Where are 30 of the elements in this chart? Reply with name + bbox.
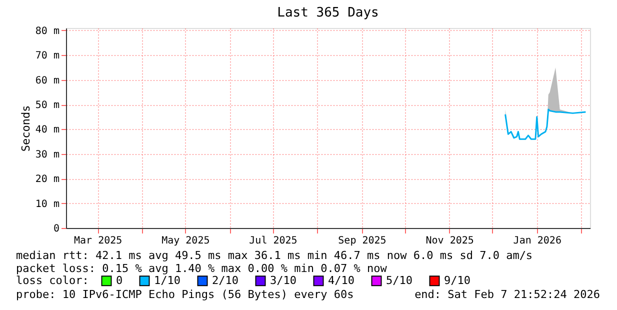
legend-label: 0 (116, 274, 123, 287)
y-tick-label: 50 m (35, 100, 60, 112)
legend-title: loss color: (16, 274, 89, 287)
y-tick-label: 40 m (35, 124, 60, 136)
text: median rtt: 42.1 ms avg 49.5 ms max 36.1 ms min 46.7 ms now 6.0 ms sd 7.0 am/s (16, 249, 533, 262)
x-tick-label: Sep 2025 (338, 236, 386, 246)
y-tick-label: 70 m (35, 50, 60, 62)
legend-label: 5/10 (386, 274, 412, 287)
y-tick-label: 20 m (35, 174, 60, 186)
text: probe: 10 IPv6-ICMP Echo Pings (56 Bytes) every 60s (16, 288, 354, 301)
legend-label: 2/10 (212, 274, 238, 287)
text: packet loss: 0.15 % avg 1.40 % max 0.00 % min 0.07 % now (16, 262, 388, 275)
y-tick-label: 80 m (35, 26, 60, 37)
x-tick-label: Mar 2025 (74, 236, 122, 246)
y-tick-label: 60 m (35, 75, 60, 86)
legend-label: 9/10 (444, 274, 470, 287)
y-tick-label: 30 m (35, 149, 60, 160)
text: end: Sat Feb 7 21:52:24 2026 (414, 288, 600, 301)
chart-title: Last 365 Days (277, 5, 379, 20)
y-axis-title: Seconds (19, 105, 32, 152)
line-series (504, 108, 586, 140)
y-tick-label: 10 m (35, 198, 60, 210)
y-tick-label: 0 (53, 224, 60, 234)
x-tick-label: Jul 2025 (249, 236, 298, 246)
legend-label: 4/10 (328, 274, 354, 287)
x-tick-label: Jan 2026 (513, 236, 562, 246)
x-tick-label: Nov 2025 (426, 236, 474, 246)
legend-label: 3/10 (270, 274, 296, 287)
x-tick-label: May 2025 (162, 236, 210, 246)
legend-label: 1/10 (154, 274, 180, 287)
